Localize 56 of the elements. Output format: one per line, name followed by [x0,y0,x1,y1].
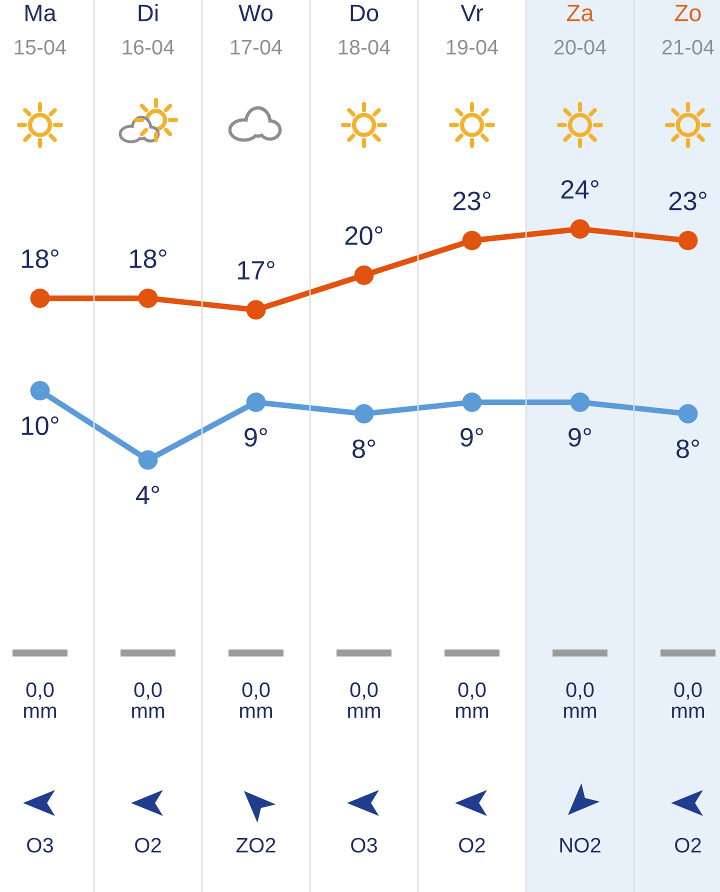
text: 0,0 mm [24,682,56,718]
text: 18-04 [338,40,390,55]
point [138,288,158,308]
data-label: 8° [352,439,376,458]
data-label: 9° [568,428,592,447]
text: 16-04 [122,40,174,55]
x-tick-label: Zo [674,4,701,22]
data-label: 8° [676,439,700,458]
point [30,380,50,400]
point [570,392,590,412]
text: 15-04 [14,40,66,55]
point [678,230,698,250]
text: 0,0 mm [348,682,380,718]
x-tick-label: Do [350,4,378,22]
x-tick-label: Vr [460,4,483,22]
text: NO2 [560,838,600,853]
text: 19-04 [446,40,498,55]
text: 0,0 mm [132,682,164,718]
x-tick-label: Ma [26,4,56,22]
text: O2 [675,838,701,853]
text: O2 [459,838,485,853]
data-label: 20° [345,226,382,245]
text: 0,0 mm [240,682,272,718]
point [354,404,374,424]
point [246,300,266,320]
point [30,288,50,308]
point [138,450,158,470]
point [462,230,482,250]
data-label: 18° [130,249,166,268]
data-label: 4° [136,486,160,504]
data-label: 9° [460,428,484,447]
point [462,392,482,412]
data-label: 9° [244,428,268,447]
point [570,219,590,239]
text: 0,0 mm [456,682,488,718]
point [354,265,374,285]
text: 20-04 [554,40,606,55]
x-tick-label: Di [138,4,158,22]
text: 0,0 mm [564,682,596,718]
text: 17-04 [230,40,282,55]
data-label: 23° [669,192,706,210]
data-label: 24° [561,180,598,199]
text: O3 [27,838,53,853]
text: ZO2 [236,838,276,853]
x-tick-label: Wo [238,4,273,22]
text: 0,0 mm [672,682,704,718]
data-label: 18° [22,249,58,268]
x-tick-label: Za [566,4,594,22]
text: 21-04 [662,40,714,55]
point [246,392,266,412]
data-label: 10° [22,416,58,436]
text: O3 [351,838,377,853]
data-label: 23° [453,192,490,210]
text: O2 [135,838,161,853]
point [678,404,698,424]
data-label: 17° [238,260,274,280]
